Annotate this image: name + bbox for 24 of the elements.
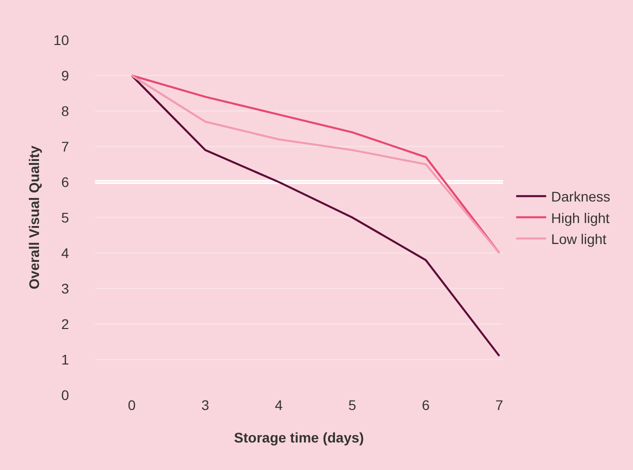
y-tick-label: 1 <box>61 351 70 368</box>
y-tick-label: 10 <box>53 32 70 48</box>
legend-label: High light <box>551 210 610 226</box>
y-tick-label: 0 <box>61 386 70 403</box>
legend-label: Low light <box>551 230 607 247</box>
y-tick-label: 8 <box>61 102 70 119</box>
y-tick-label: 3 <box>61 280 70 296</box>
x-tick-label: 6 <box>422 397 430 413</box>
y-tick-label: 4 <box>61 244 70 261</box>
y-tick-label: 2 <box>61 316 70 332</box>
x-tick-label: 7 <box>495 397 504 413</box>
line-series <box>130 74 500 254</box>
line-series <box>130 74 500 357</box>
y-tick-label: 9 <box>61 67 70 84</box>
y-tick-label: 7 <box>61 138 70 154</box>
x-tick-label: 5 <box>348 397 356 413</box>
x-tick-label: 4 <box>274 397 283 413</box>
y-tick-label: 6 <box>61 174 70 190</box>
x-tick-label: 0 <box>128 397 136 413</box>
y-axis-title: Overall Visual Quality <box>26 145 42 290</box>
y-tick-label: 5 <box>61 209 70 226</box>
x-tick-label: 3 <box>201 397 210 413</box>
legend-label: Darkness <box>551 188 610 205</box>
x-axis-title: Storage time (days) <box>234 429 364 446</box>
